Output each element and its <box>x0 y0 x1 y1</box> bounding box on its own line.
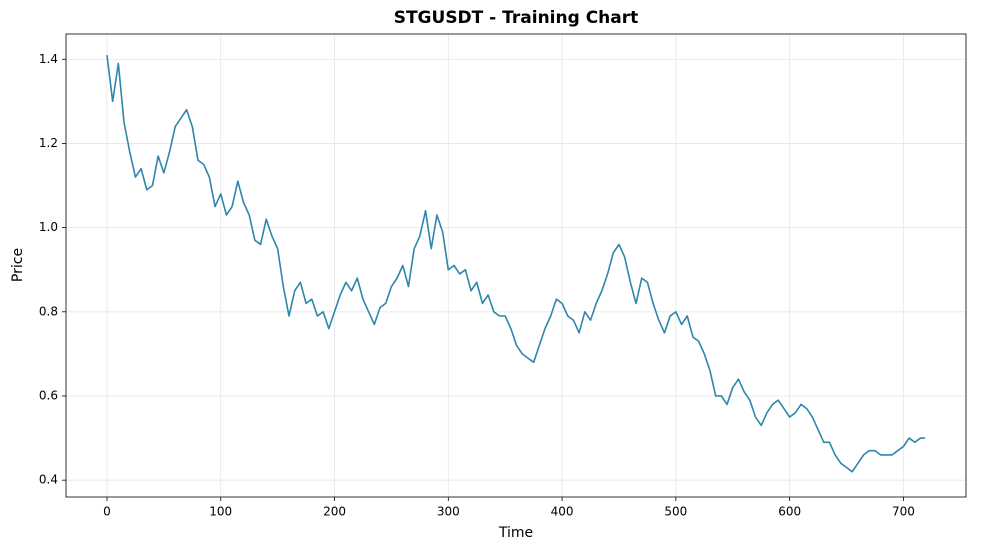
y-tick-label: 1.0 <box>39 220 58 234</box>
y-tick-label: 0.6 <box>39 388 58 402</box>
price-line <box>106 54 926 473</box>
x-tick-label: 600 <box>778 505 801 519</box>
x-tick-label: 200 <box>323 505 346 519</box>
y-tick-label: 1.2 <box>39 136 58 150</box>
x-tick-label: 700 <box>892 505 915 519</box>
y-tick-label: 1.4 <box>39 52 58 66</box>
chart-title: STGUSDT - Training Chart <box>394 8 639 28</box>
x-tick-label: 400 <box>551 505 574 519</box>
x-tick-label: 300 <box>437 505 460 519</box>
plot-frame <box>65 33 967 498</box>
y-axis-label: Price <box>10 248 26 282</box>
y-tick-label: 0.4 <box>39 473 58 487</box>
y-tick-label: 0.8 <box>39 304 58 318</box>
x-tick-label: 500 <box>664 505 687 519</box>
x-tick-label: 100 <box>209 505 232 519</box>
x-tick-label: 0 <box>103 505 111 519</box>
x-axis-label: Time <box>498 525 533 541</box>
